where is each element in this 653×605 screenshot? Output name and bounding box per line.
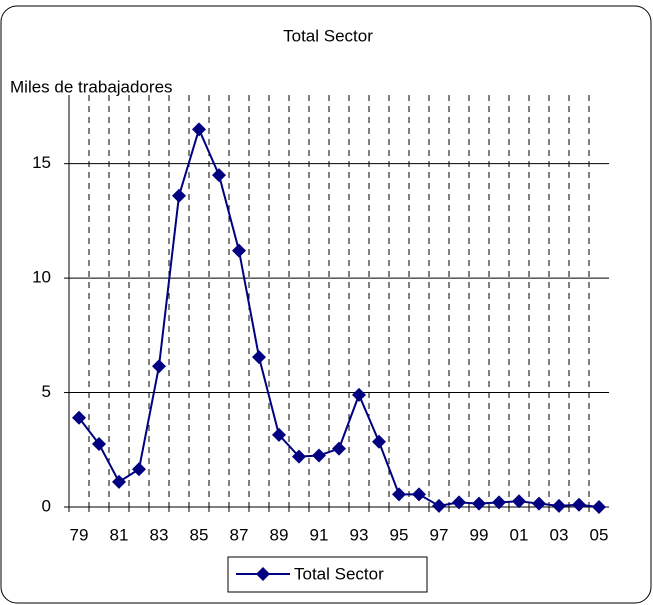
x-tick-label: 93 xyxy=(350,525,369,544)
point-marker xyxy=(252,350,266,365)
point-marker xyxy=(172,188,186,203)
x-tick-label: 97 xyxy=(430,525,449,544)
x-tick-label: 81 xyxy=(110,525,129,544)
y-tick-label: 0 xyxy=(42,496,51,515)
x-tick-label: 83 xyxy=(150,525,169,544)
point-marker xyxy=(332,441,346,456)
point-marker xyxy=(232,243,246,258)
point-marker xyxy=(492,495,506,510)
x-tick-label: 05 xyxy=(590,525,609,544)
point-marker xyxy=(512,494,526,509)
point-marker xyxy=(272,427,286,442)
x-tick-label: 01 xyxy=(510,525,529,544)
x-tick-label: 91 xyxy=(310,525,329,544)
point-marker xyxy=(192,122,206,137)
point-marker xyxy=(392,487,406,502)
x-tick-label: 95 xyxy=(390,525,409,544)
x-tick-label: 03 xyxy=(550,525,569,544)
point-marker xyxy=(532,496,546,511)
legend-label: Total Sector xyxy=(294,564,384,583)
point-marker xyxy=(132,462,146,477)
point-marker xyxy=(452,495,466,510)
x-tick-label: 87 xyxy=(230,525,249,544)
x-tick-label: 89 xyxy=(270,525,289,544)
point-marker xyxy=(212,168,226,183)
y-tick-label: 10 xyxy=(32,268,51,287)
legend-marker xyxy=(256,567,270,581)
x-tick-label: 85 xyxy=(190,525,209,544)
y-tick-label: 15 xyxy=(32,153,51,172)
point-marker xyxy=(412,487,426,502)
point-marker xyxy=(312,448,326,463)
point-marker xyxy=(152,359,166,374)
point-marker xyxy=(372,434,386,449)
point-marker xyxy=(472,496,486,511)
point-marker xyxy=(552,498,566,513)
point-marker xyxy=(112,474,126,489)
point-marker xyxy=(592,500,606,514)
point-marker xyxy=(352,387,366,402)
point-marker xyxy=(572,497,586,512)
y-tick-label: 5 xyxy=(42,382,51,401)
y-axis-label: Miles de trabajadores xyxy=(10,77,173,96)
point-marker xyxy=(292,449,306,464)
chart-title: Total Sector xyxy=(283,26,373,45)
point-marker xyxy=(72,410,86,425)
x-tick-label: 79 xyxy=(70,525,89,544)
point-marker xyxy=(92,437,106,452)
point-marker xyxy=(432,498,446,513)
x-tick-label: 99 xyxy=(470,525,489,544)
